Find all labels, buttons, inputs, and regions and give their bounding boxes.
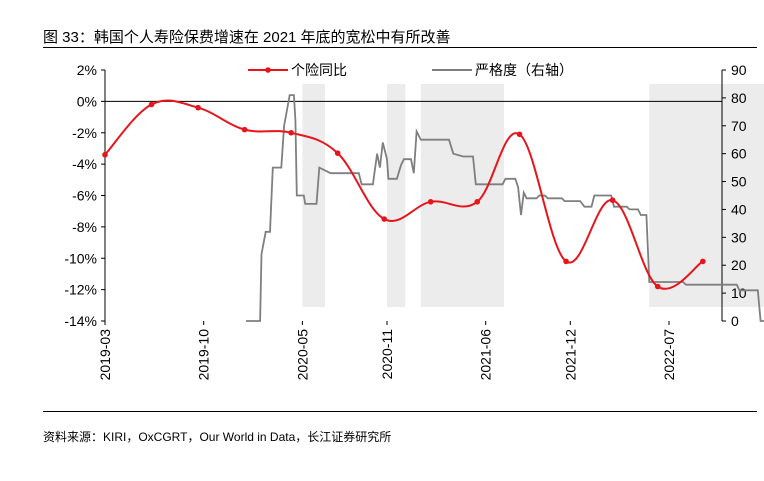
shaded-period-0 xyxy=(302,84,325,307)
yoy-point xyxy=(654,283,661,290)
stringency-line xyxy=(246,94,764,322)
right-tick-label: 60 xyxy=(731,146,747,162)
x-tick-label: 2020-05 xyxy=(294,329,310,381)
right-tick-label: 0 xyxy=(731,313,739,329)
right-tick-label: 50 xyxy=(731,174,747,190)
x-tick-label: 2021-12 xyxy=(562,329,578,381)
legend: 个险同比 严格度（右轴） xyxy=(248,62,573,78)
x-tick-label: 2020-11 xyxy=(379,329,395,380)
left-tick-label: -14% xyxy=(64,313,97,329)
right-tick-label: 70 xyxy=(731,118,747,134)
shaded-period-3 xyxy=(649,84,764,307)
left-tick-label: -6% xyxy=(72,188,97,204)
right-tick-label: 80 xyxy=(731,90,747,106)
right-tick-label: 40 xyxy=(731,201,747,217)
left-tick-label: -10% xyxy=(64,250,97,266)
shaded-period-2 xyxy=(420,84,505,307)
legend-label-stringency: 严格度（右轴） xyxy=(475,62,573,78)
yoy-point xyxy=(700,258,706,265)
yoy-point xyxy=(563,258,569,265)
legend-label-yoy: 个险同比 xyxy=(291,62,347,78)
right-tick-label: 20 xyxy=(731,257,747,273)
yoy-point xyxy=(427,198,434,205)
title-rule xyxy=(43,47,757,48)
source-note: 资料来源：KIRI，OxCGRT，Our World in Data，长江证券研… xyxy=(43,430,392,444)
right-axis-ticks: 0 10 20 30 40 50 60 70 80 90 xyxy=(722,62,747,329)
x-tick-label: 2021-06 xyxy=(478,329,494,381)
x-tick-label: 2022-07 xyxy=(661,329,677,381)
yoy-point xyxy=(102,151,108,158)
yoy-point xyxy=(381,216,387,222)
x-axis-ticks: 2019-03 2019-10 2020-05 2020-11 2021-06 2021-… xyxy=(97,321,677,380)
yoy-point xyxy=(516,131,523,138)
left-tick-label: -4% xyxy=(72,156,97,172)
left-tick-label: -8% xyxy=(72,219,97,235)
x-tick-label: 2019-10 xyxy=(196,329,212,381)
right-tick-label: 10 xyxy=(731,285,747,301)
yoy-point xyxy=(148,101,155,108)
yoy-point xyxy=(334,150,341,156)
source-rule xyxy=(43,411,757,412)
yoy-point xyxy=(195,104,201,111)
left-axis-ticks: -14% -12% -10% -8% -6% -4% -2% 0% 2% xyxy=(64,62,105,329)
legend-swatch-marker-yoy xyxy=(265,67,271,73)
left-tick-label: 0% xyxy=(77,93,97,109)
x-tick-label: 2019-03 xyxy=(97,329,113,381)
yoy-point xyxy=(609,197,616,204)
left-tick-label: -2% xyxy=(72,125,97,141)
right-tick-label: 90 xyxy=(731,62,747,78)
left-tick-label: 2% xyxy=(77,62,97,78)
yoy-point xyxy=(241,126,248,133)
right-tick-label: 30 xyxy=(731,229,747,245)
yoy-point xyxy=(474,198,481,205)
chart-title: 图 33：韩国个人寿险保费增速在 2021 年底的宽松中有所改善 xyxy=(43,29,451,46)
yoy-point xyxy=(288,129,294,136)
shaded-period-1 xyxy=(387,84,406,307)
left-tick-label: -12% xyxy=(64,282,97,298)
shaded-periods xyxy=(302,84,764,307)
series xyxy=(102,94,764,322)
